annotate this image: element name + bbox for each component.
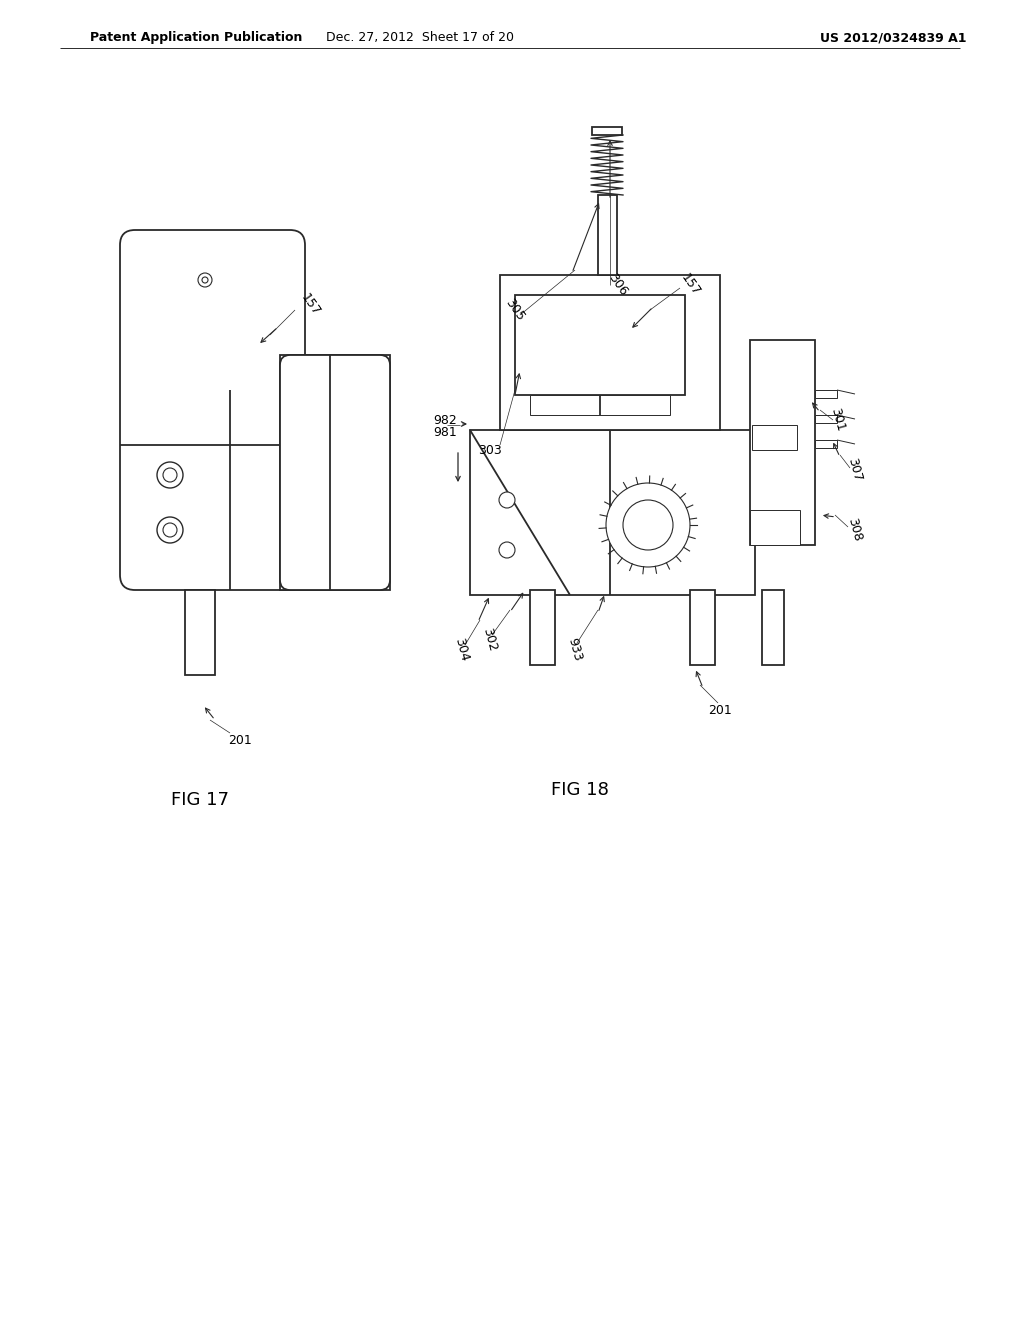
Text: FIG 17: FIG 17 [171, 791, 229, 809]
Text: 301: 301 [828, 407, 847, 433]
Circle shape [157, 517, 183, 543]
Circle shape [157, 462, 183, 488]
Bar [762, 590, 784, 665]
Bar [280, 355, 390, 590]
Text: 302: 302 [480, 627, 500, 653]
Circle shape [499, 543, 515, 558]
Bar [690, 590, 715, 665]
Text: 307: 307 [846, 457, 864, 483]
Bar [530, 590, 555, 665]
Text: 157: 157 [678, 272, 702, 298]
Text: 304: 304 [453, 636, 471, 663]
Text: 303: 303 [478, 444, 502, 457]
Text: US 2012/0324839 A1: US 2012/0324839 A1 [820, 32, 967, 45]
Text: Patent Application Publication: Patent Application Publication [90, 32, 302, 45]
Text: 981: 981 [433, 425, 457, 438]
Bar [515, 294, 685, 395]
Bar [500, 275, 720, 430]
Circle shape [499, 492, 515, 508]
FancyBboxPatch shape [280, 355, 390, 590]
Bar [592, 127, 622, 135]
Bar [470, 430, 755, 595]
Bar [815, 414, 837, 422]
Circle shape [623, 500, 673, 550]
Bar [750, 341, 815, 545]
Text: 933: 933 [565, 638, 585, 663]
Text: 306: 306 [606, 272, 630, 298]
FancyBboxPatch shape [120, 230, 305, 590]
Bar [185, 590, 215, 675]
Text: FIG 18: FIG 18 [551, 781, 609, 799]
Text: 201: 201 [709, 704, 732, 717]
Bar [750, 510, 800, 545]
Circle shape [163, 523, 177, 537]
Circle shape [606, 483, 690, 568]
Text: 201: 201 [228, 734, 252, 747]
Text: 305: 305 [503, 297, 527, 323]
Bar [598, 195, 617, 275]
Circle shape [202, 277, 208, 282]
Bar [815, 389, 837, 399]
Text: 308: 308 [846, 517, 864, 544]
Text: Dec. 27, 2012  Sheet 17 of 20: Dec. 27, 2012 Sheet 17 of 20 [326, 32, 514, 45]
Circle shape [163, 469, 177, 482]
Bar [815, 440, 837, 447]
Text: 982: 982 [433, 413, 457, 426]
Text: 157: 157 [298, 292, 323, 318]
Bar [530, 395, 670, 414]
Bar [752, 425, 797, 450]
Circle shape [198, 273, 212, 286]
